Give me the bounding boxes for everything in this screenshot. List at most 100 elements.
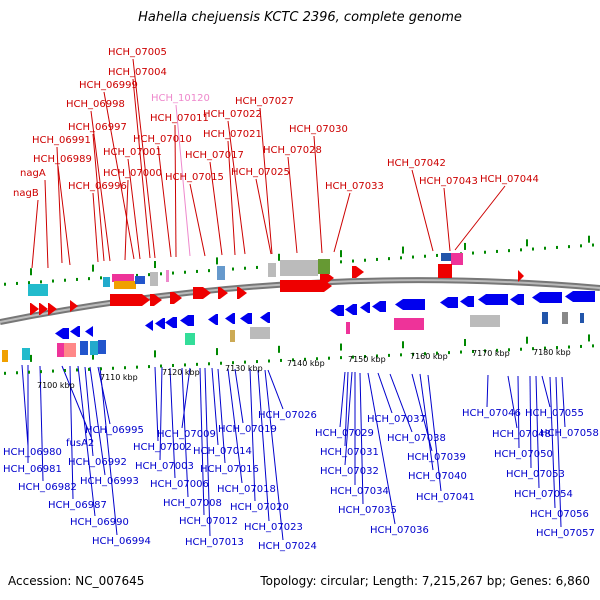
leader-line	[77, 365, 96, 517]
tick-mark	[496, 249, 498, 253]
leader-line	[175, 104, 191, 257]
tick-mark	[340, 356, 342, 360]
gene-label: HCH_07020	[230, 502, 289, 513]
tick-mark	[154, 261, 156, 269]
gene-label: HCH_07002	[133, 442, 192, 453]
leader-line	[21, 364, 29, 447]
gene-label: HCH_07038	[387, 433, 446, 444]
tick-mark	[76, 277, 78, 281]
tick-mark	[556, 346, 558, 350]
forward-gene	[218, 287, 228, 299]
gene-label: HCH_06999	[79, 80, 138, 91]
label-leaders	[21, 58, 566, 541]
tick-mark	[508, 249, 510, 253]
tick-mark	[412, 255, 414, 259]
gene-label: HCH_07041	[416, 492, 475, 503]
leader-line	[204, 367, 211, 537]
leader-line	[313, 135, 323, 254]
forward-gene	[39, 303, 48, 315]
scale-label: 7170 kbp	[472, 349, 510, 358]
gene-label: HCH_06982	[18, 482, 77, 493]
reverse-gene	[180, 315, 194, 326]
tick-mark	[172, 363, 174, 367]
leader-line	[367, 372, 396, 525]
gene-label: HCH_07001	[103, 147, 162, 158]
leader-line	[199, 367, 205, 516]
gene-box	[28, 284, 48, 296]
gene-label: HCH_07046	[462, 408, 521, 419]
tick-mark	[154, 350, 156, 358]
gene-box	[280, 260, 318, 276]
leader-line	[181, 367, 191, 429]
tick-mark	[216, 257, 218, 265]
leader-line	[259, 107, 273, 255]
forward-gene	[170, 292, 182, 304]
tick-mark	[526, 239, 528, 247]
reverse-gene	[345, 304, 357, 315]
gene-label: HCH_07017	[185, 150, 244, 161]
tick-mark	[292, 358, 294, 362]
gene-label: HCH_06995	[85, 425, 144, 436]
leader-line	[486, 374, 489, 408]
leader-line	[132, 78, 151, 259]
tick-mark	[340, 260, 342, 264]
leader-line	[99, 366, 118, 536]
gene-label: HCH_07044	[480, 174, 539, 185]
tick-mark	[100, 367, 102, 371]
tick-mark	[364, 258, 366, 262]
gene-label: HCH_07023	[244, 522, 303, 533]
reverse-gene	[440, 297, 458, 308]
leader-line	[227, 368, 243, 484]
tick-mark	[588, 334, 590, 342]
gene-box	[185, 333, 195, 345]
tick-mark	[4, 371, 6, 375]
tick-mark	[464, 338, 466, 346]
tick-mark	[402, 341, 404, 349]
tick-mark	[16, 371, 18, 375]
tick-mark	[412, 352, 414, 356]
accession-text: Accession: NC_007645	[8, 574, 145, 588]
gene-label: HCH_07042	[387, 158, 446, 169]
forward-gene	[320, 272, 334, 284]
leader-line	[344, 371, 353, 466]
tick-mark	[244, 266, 246, 270]
gene-box	[542, 312, 548, 324]
gene-box	[90, 341, 98, 355]
gene-box	[230, 330, 235, 342]
reverse-gene	[70, 326, 80, 337]
tick-mark	[424, 352, 426, 356]
tick-mark	[160, 364, 162, 368]
gene-label: HCH_07034	[330, 486, 389, 497]
gene-box	[103, 277, 110, 287]
leader-line	[181, 367, 189, 498]
tick-mark	[76, 368, 78, 372]
scale-label: 7100 kbp	[37, 381, 75, 390]
tick-mark	[88, 367, 90, 371]
leader-line	[174, 124, 177, 258]
gene-label: HCH_06991	[32, 135, 91, 146]
gene-label: HCH_07028	[263, 145, 322, 156]
tick-mark	[364, 355, 366, 359]
leader-line	[69, 365, 74, 500]
gene-box	[114, 281, 136, 289]
leader-line	[535, 375, 540, 489]
gene-box	[394, 318, 424, 330]
tick-mark	[216, 348, 218, 356]
gene-label: HCH_07055	[525, 408, 584, 419]
tick-mark	[340, 343, 342, 351]
tick-mark	[172, 271, 174, 275]
gene-label: HCH_07006	[150, 479, 209, 490]
tick-mark	[532, 347, 534, 351]
tick-mark	[256, 360, 258, 364]
tick-mark	[472, 349, 474, 353]
tick-mark	[4, 282, 6, 286]
tick-mark	[388, 353, 390, 357]
gene-label: HCH_07010	[133, 134, 192, 145]
gene-label: HCH_07000	[103, 168, 162, 179]
leader-line	[56, 146, 63, 264]
gene-label: HCH_06981	[3, 464, 62, 475]
tick-mark	[40, 280, 42, 284]
leader-line	[90, 110, 111, 262]
tick-mark	[520, 347, 522, 351]
gene-label: HCH_07012	[179, 516, 238, 527]
